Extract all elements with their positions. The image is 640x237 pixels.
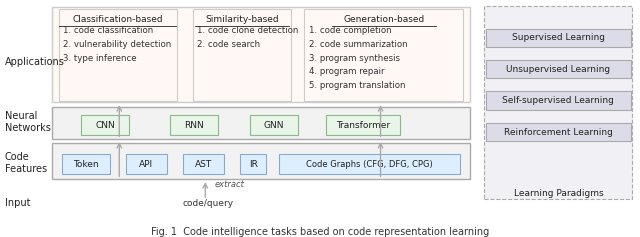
Text: Unsupervised Learning: Unsupervised Learning — [506, 65, 611, 74]
Text: extract: extract — [215, 180, 244, 189]
FancyBboxPatch shape — [278, 154, 460, 174]
Text: Supervised Learning: Supervised Learning — [512, 33, 605, 42]
FancyBboxPatch shape — [193, 9, 291, 101]
FancyBboxPatch shape — [486, 60, 631, 78]
Text: RNN: RNN — [184, 121, 204, 130]
Text: 5. program translation: 5. program translation — [308, 81, 405, 90]
FancyBboxPatch shape — [486, 123, 631, 141]
Text: Applications: Applications — [4, 57, 65, 67]
FancyBboxPatch shape — [250, 115, 298, 135]
Text: Similarity-based: Similarity-based — [205, 15, 279, 24]
Text: 1. code clone detection: 1. code clone detection — [197, 26, 298, 35]
FancyBboxPatch shape — [486, 91, 631, 110]
Text: Input: Input — [4, 198, 30, 208]
FancyBboxPatch shape — [52, 7, 470, 102]
Text: 4. program repair: 4. program repair — [308, 67, 384, 76]
Text: Classification-based: Classification-based — [72, 15, 163, 24]
Text: 2. code summarization: 2. code summarization — [308, 40, 407, 49]
Text: 3. type inference: 3. type inference — [63, 54, 137, 63]
Text: IR: IR — [249, 160, 257, 169]
Text: Learning Paradigms: Learning Paradigms — [513, 189, 603, 198]
Text: Code Graphs (CFG, DFG, CPG): Code Graphs (CFG, DFG, CPG) — [306, 160, 433, 169]
FancyBboxPatch shape — [52, 107, 470, 139]
FancyBboxPatch shape — [241, 154, 266, 174]
FancyBboxPatch shape — [52, 143, 470, 179]
FancyBboxPatch shape — [304, 9, 463, 101]
Text: GNN: GNN — [264, 121, 284, 130]
FancyBboxPatch shape — [59, 9, 177, 101]
Text: Reinforcement Learning: Reinforcement Learning — [504, 128, 612, 137]
Text: CNN: CNN — [95, 121, 115, 130]
Text: 2. vulnerability detection: 2. vulnerability detection — [63, 40, 172, 49]
Text: Neural
Networks: Neural Networks — [4, 111, 51, 132]
Text: Code
Features: Code Features — [4, 152, 47, 174]
Text: Token: Token — [73, 160, 99, 169]
FancyBboxPatch shape — [183, 154, 225, 174]
FancyBboxPatch shape — [62, 154, 109, 174]
FancyBboxPatch shape — [486, 28, 631, 47]
Text: 2. code search: 2. code search — [197, 40, 260, 49]
FancyBboxPatch shape — [125, 154, 167, 174]
FancyBboxPatch shape — [170, 115, 218, 135]
FancyBboxPatch shape — [81, 115, 129, 135]
Text: 3. program synthesis: 3. program synthesis — [308, 54, 399, 63]
Text: code/query: code/query — [183, 199, 234, 208]
Text: Transformer: Transformer — [336, 121, 390, 130]
Text: Generation-based: Generation-based — [343, 15, 424, 24]
FancyBboxPatch shape — [326, 115, 399, 135]
Text: AST: AST — [195, 160, 212, 169]
Text: 1. code completion: 1. code completion — [308, 26, 391, 35]
Text: 1. code classification: 1. code classification — [63, 26, 154, 35]
Text: Self-supervised Learning: Self-supervised Learning — [502, 96, 614, 105]
Text: Fig. 1  Code intelligence tasks based on code representation learning: Fig. 1 Code intelligence tasks based on … — [151, 227, 489, 237]
Text: API: API — [140, 160, 154, 169]
FancyBboxPatch shape — [484, 6, 632, 199]
